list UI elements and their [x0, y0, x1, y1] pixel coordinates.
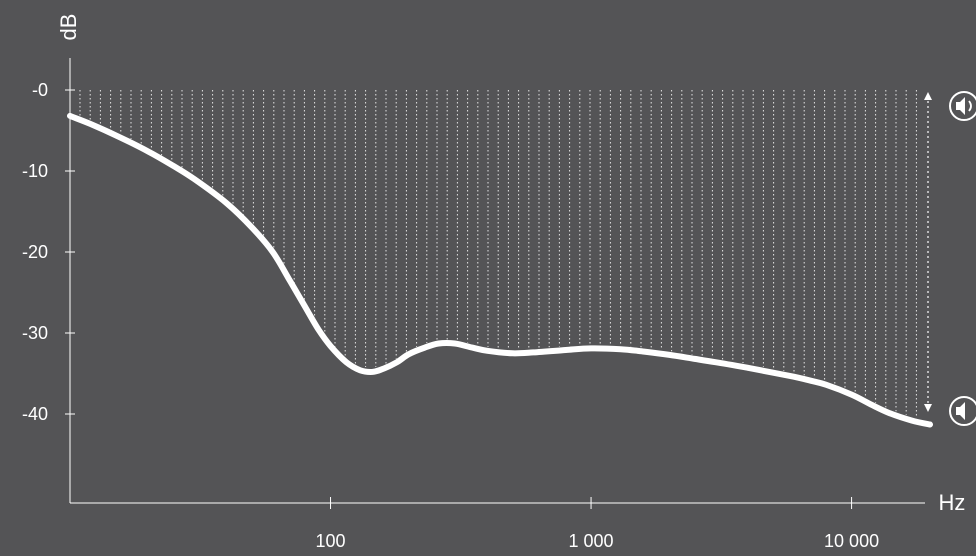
y-tick-label: -20 [22, 242, 48, 262]
speaker-loud-icon[interactable] [949, 91, 976, 121]
speaker-quiet-icon[interactable] [949, 396, 976, 426]
y-tick-label: -30 [22, 323, 48, 343]
response-curve [67, 112, 933, 428]
x-axis-label: Hz [939, 490, 966, 515]
x-tick-label: 100 [316, 531, 346, 551]
x-tick-label: 1 000 [569, 531, 614, 551]
y-tick-label: -0 [32, 80, 48, 100]
y-tick-label: -10 [22, 161, 48, 181]
y-tick-label: -40 [22, 404, 48, 424]
x-tick-label: 10 000 [824, 531, 879, 551]
y-axis-label: dB [56, 14, 81, 41]
hatch-fill-area [79, 90, 917, 418]
axes: dB Hz [56, 14, 965, 515]
series [67, 112, 933, 428]
ticks: -0 -10 -20 -30 -40 100 1 000 10 000 [22, 80, 879, 551]
